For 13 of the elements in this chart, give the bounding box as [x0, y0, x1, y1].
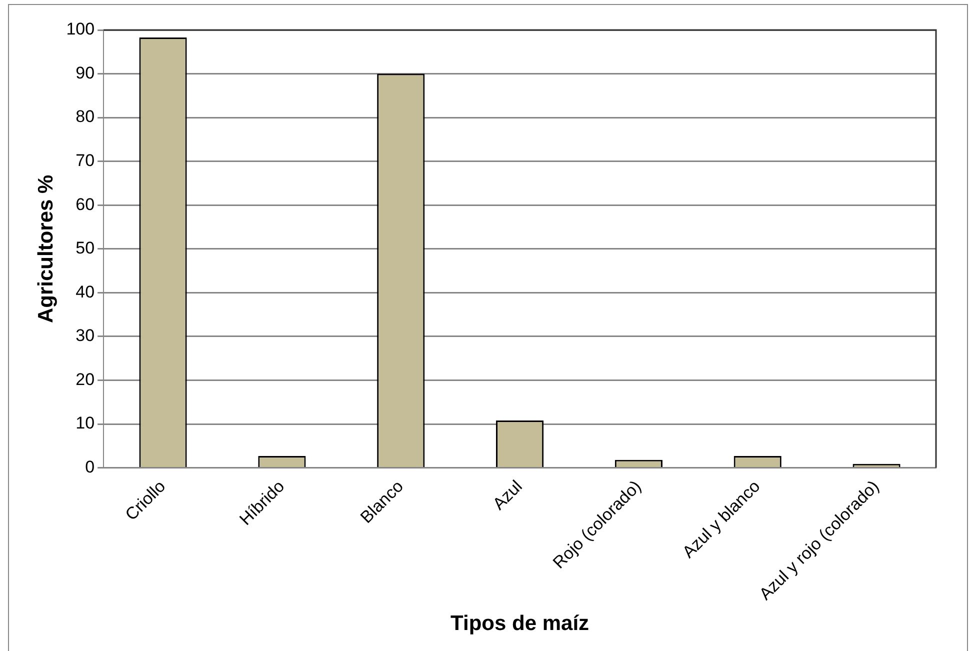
y-tick-label: 0	[85, 457, 95, 476]
y-tick-label: 100	[66, 20, 95, 39]
y-tick-label: 80	[76, 107, 95, 126]
y-tick-label: 40	[76, 282, 95, 302]
y-tick-label: 30	[76, 326, 95, 346]
y-tick-label: 90	[76, 63, 95, 82]
x-axis-title: Tipos de maíz	[450, 612, 590, 636]
y-tick-label: 60	[76, 194, 95, 214]
y-tick-label: 20	[76, 370, 95, 389]
y-tick-label: 10	[76, 414, 95, 433]
y-tick-label: 50	[76, 238, 95, 258]
y-axis-title: Agricultores %	[34, 174, 58, 323]
y-tick-label: 70	[76, 151, 95, 170]
